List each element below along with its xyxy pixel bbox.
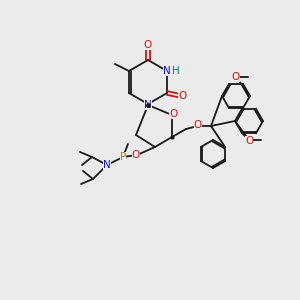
Text: O: O — [132, 150, 140, 160]
Text: N: N — [163, 66, 171, 76]
Text: O: O — [178, 91, 186, 101]
Text: O: O — [144, 40, 152, 50]
Text: H: H — [172, 66, 180, 76]
Text: O: O — [232, 72, 240, 82]
Text: O: O — [245, 136, 253, 146]
Text: N: N — [144, 100, 152, 110]
Text: N: N — [103, 160, 111, 170]
Text: P: P — [120, 152, 126, 162]
Text: O: O — [194, 120, 202, 130]
Text: O: O — [169, 109, 177, 119]
